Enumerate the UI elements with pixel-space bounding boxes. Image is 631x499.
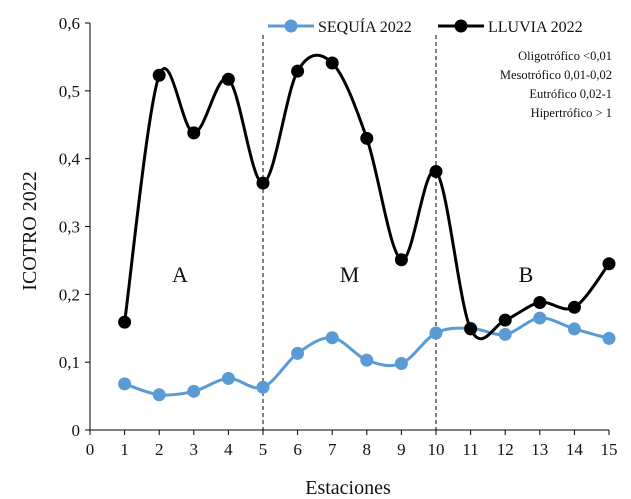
y-tick-label: 0,1 [59,353,80,372]
x-tick-label: 0 [86,440,95,459]
y-tick-label: 0 [72,421,81,440]
data-point [429,165,443,179]
data-point [360,131,374,145]
data-point [291,64,305,78]
data-point [464,322,478,336]
legend-label: LLUVIA 2022 [488,19,583,36]
x-tick-label: 4 [224,440,233,459]
series-1 [118,311,616,402]
x-tick-label: 6 [293,440,302,459]
legend-item: LLUVIA 2022 [438,19,583,36]
x-tick-labels: 0 1 2 3 4 5 6 7 8 9 10 11 12 13 14 15 [86,440,618,459]
data-point [602,331,616,345]
y-tick-labels: 0 0,1 0,2 0,3 0,4 0,5 0,6 [59,14,81,440]
y-tick-label: 0,2 [59,285,80,304]
x-tick-label: 14 [566,440,584,459]
data-point [325,331,339,345]
trophic-class-note: Eutrófico 0,02-1 [529,87,612,101]
data-point [256,176,270,190]
x-tick-label: 1 [120,440,129,459]
x-tick-label: 15 [601,440,618,459]
data-point [187,126,201,140]
legend-item: SEQUÍA 2022 [268,17,412,36]
data-point [498,313,512,327]
y-tick-label: 0,5 [59,82,80,101]
y-tick-label: 0,6 [59,14,80,33]
data-point [533,295,547,309]
x-tick-label: 5 [259,440,268,459]
zone-label: A [172,262,188,287]
x-tick-label: 13 [531,440,548,459]
y-tick-label: 0,4 [59,150,81,169]
axes [85,22,610,435]
data-point [498,327,512,341]
data-point [291,346,305,360]
x-tick-label: 11 [462,440,478,459]
data-point [118,315,132,329]
annotation-box: Oligotrófico <0,01 Mesotrófico 0,01-0,02 E… [500,49,612,120]
data-point [533,311,547,325]
legend-label: SEQUÍA 2022 [318,17,412,36]
trophic-class-note: Mesotrófico 0,01-0,02 [500,68,612,82]
trophic-class-note: Oligotrófico <0,01 [518,49,612,63]
legend-swatch-marker [284,19,298,33]
data-point [429,326,443,340]
series-2 [118,53,616,341]
zone-label: B [519,262,534,287]
trophic-class-note: Hipertrófico > 1 [531,106,612,120]
y-axis-title: ICOTRO 2022 [19,171,41,290]
series-layer [118,53,616,402]
x-axis-title: Estaciones [305,477,391,499]
data-point [152,388,166,402]
x-tick-label: 8 [363,440,372,459]
data-point [567,300,581,314]
legend-swatch-marker [454,19,468,33]
x-tick-label: 2 [155,440,164,459]
data-point [394,357,408,371]
x-tick-label: 9 [397,440,406,459]
data-point [187,384,201,398]
data-point [221,371,235,385]
data-point [118,377,132,391]
x-tick-label: 3 [190,440,199,459]
data-point [152,68,166,82]
data-point [325,56,339,70]
zone-dividers [262,35,437,430]
data-point [360,353,374,367]
data-point [221,72,235,86]
y-tick-label: 0,3 [59,218,80,237]
x-tick-label: 12 [497,440,514,459]
data-point [567,322,581,336]
data-point [394,253,408,267]
data-point [256,380,270,394]
x-tick-label: 10 [428,440,445,459]
data-point [602,257,616,271]
legend: SEQUÍA 2022 LLUVIA 2022 [268,17,583,36]
zone-label: M [340,262,360,287]
x-tick-label: 7 [328,440,337,459]
